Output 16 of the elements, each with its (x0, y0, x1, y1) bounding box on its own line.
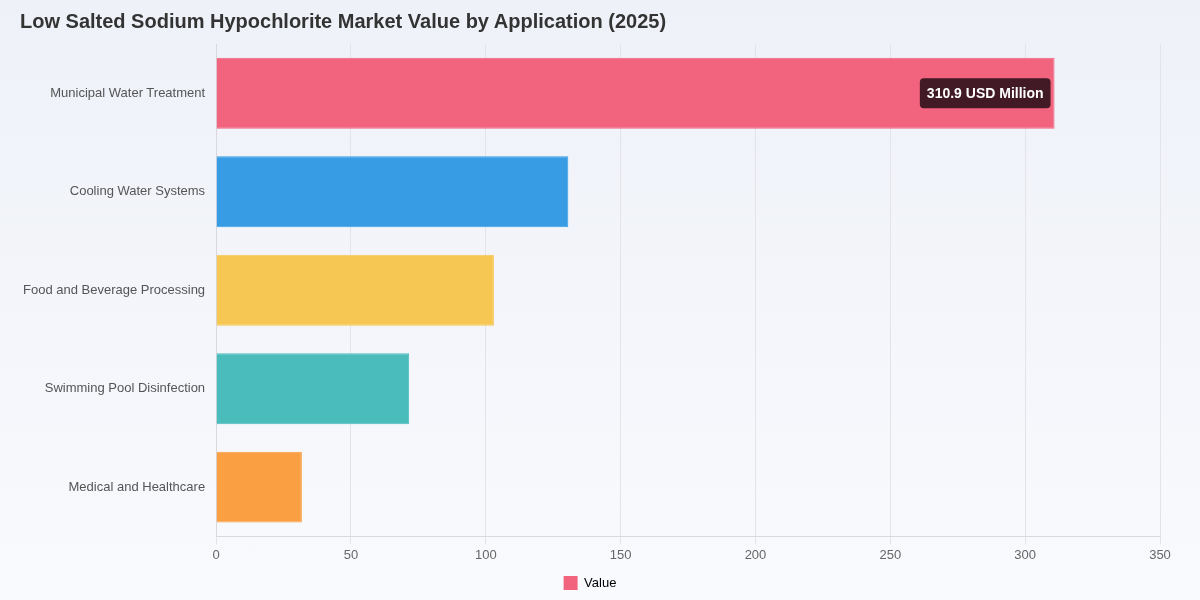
x-tick-label: 300 (1014, 546, 1037, 562)
x-tick-label: 150 (609, 546, 632, 562)
x-tick-label: 50 (343, 546, 359, 562)
y-tick-label: Medical and Healthcare (68, 478, 206, 494)
x-tick-label: 100 (474, 546, 497, 562)
x-tick-label: 250 (879, 546, 902, 562)
data-label: 310.9 USD Million (926, 85, 1044, 102)
chart-title: Low Salted Sodium Hypochlorite Market Value by Application (2025) (20, 9, 667, 32)
x-tick-label: 200 (744, 546, 767, 562)
x-tick-label: 0 (212, 546, 220, 562)
y-tick-label: Municipal Water Treatment (50, 84, 206, 100)
y-tick-label: Food and Beverage Processing (22, 281, 206, 297)
y-tick-label: Swimming Pool Disinfection (44, 380, 206, 396)
x-tick-label: 350 (1149, 546, 1171, 562)
y-tick-label: Cooling Water Systems (69, 183, 206, 199)
legend-label: Value (584, 574, 617, 590)
